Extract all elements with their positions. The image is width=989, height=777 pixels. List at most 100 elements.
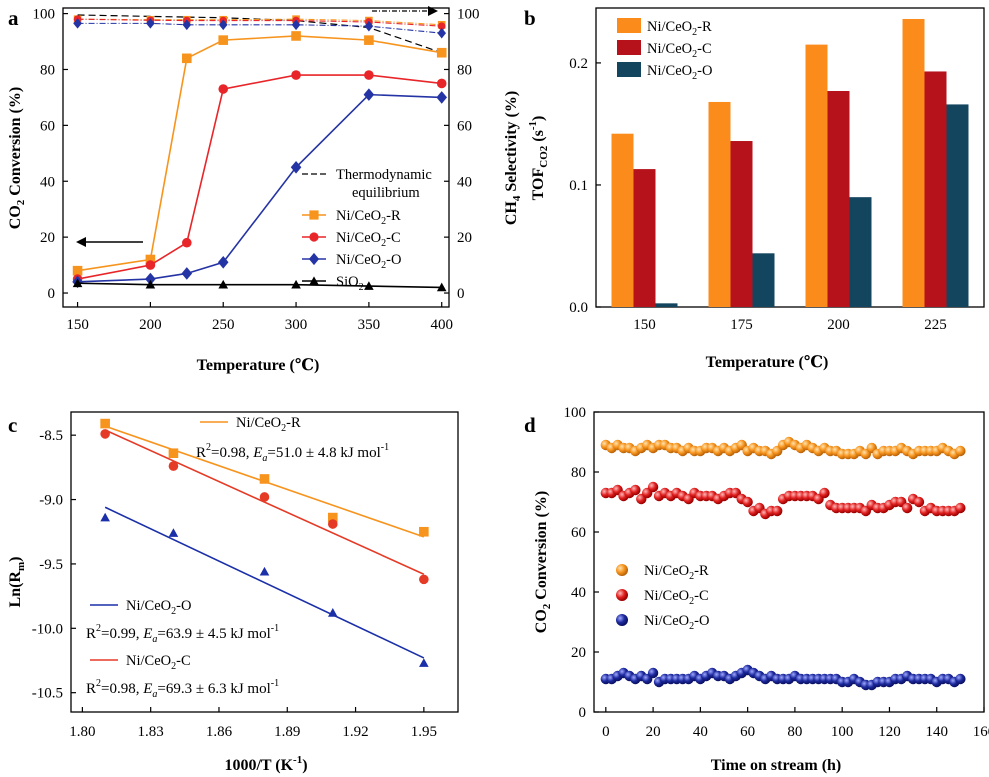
bar-barC [730, 141, 753, 307]
selectivity-point-O [182, 19, 192, 31]
legend-marker-C [309, 232, 319, 242]
panel-d-x-axis-label: Time on stream (h) [711, 757, 842, 774]
panel-a-x-tick-label: 250 [212, 317, 235, 333]
panel-c: c 1.80 1.83 1.86 1.89 1.92 1.95 -8.5 -9.0 -9.5 -1… [7, 411, 459, 774]
legend-marker-O [308, 252, 320, 266]
panel-c-y-tick-label: -9.0 [39, 493, 63, 509]
conversion-point-SiO2 [72, 278, 83, 288]
legend-label-dO: Ni/CeO2-O [644, 613, 709, 632]
bar-barR [902, 18, 925, 307]
panel-b-x-tick-label: 150 [633, 317, 656, 333]
panel-b-plot-area: 150 175 200 225 0.0 0.1 0.2 [569, 7, 985, 333]
stream-point-dC [913, 496, 925, 508]
panel-d-x-tick-label: 20 [646, 724, 661, 740]
arrhenius-point-O [419, 658, 429, 667]
panel-c-y-tick-label: -10.5 [32, 686, 63, 702]
panel-d-x-tick-label: 40 [693, 724, 708, 740]
panel-b-x-tick-label: 200 [827, 317, 850, 333]
conversion-point-O [217, 255, 229, 269]
panel-a-x-axis-label: Temperature (℃) [197, 357, 320, 374]
arrhenius-point-R [419, 526, 429, 537]
selectivity-point-O [218, 19, 228, 31]
conversion-point-C [364, 70, 374, 80]
panel-d-frame [593, 411, 985, 713]
legend-label-R: Ni/CeO2-R [336, 208, 401, 227]
legend-equilibrium-label-2: equilibrium [352, 185, 420, 201]
conversion-point-O [181, 267, 193, 280]
arrhenius-point-O [327, 608, 338, 617]
stream-point-dC [819, 487, 830, 499]
stream-point-dO [647, 667, 659, 679]
panel-c-x-tick-label: 1.86 [206, 724, 233, 740]
panel-a-frame [62, 7, 450, 308]
conversion-point-R [145, 254, 156, 265]
selectivity-point-O [146, 18, 155, 29]
panel-c-x-tick-label: 1.89 [274, 724, 300, 740]
panel-a-y2-tick-label: 60 [457, 118, 472, 134]
conversion-point-SiO2 [436, 282, 447, 292]
selectivity-point-O [291, 19, 301, 31]
panel-d-y-tick-label: 80 [571, 465, 586, 481]
conversion-point-R [436, 47, 447, 58]
conversion-point-O [290, 160, 302, 174]
panel-d-legend: Ni/CeO2-R Ni/CeO2-C Ni/CeO2-O [616, 563, 709, 632]
stream-point-dC [742, 496, 753, 508]
legend-swatch-barO [617, 62, 641, 77]
legend-label-O: Ni/CeO2-O [336, 252, 401, 271]
fit-annotation-R: R2=0.98, Ea=51.0 ± 4.8 kJ mol-1 [196, 442, 389, 464]
bar-barO [946, 104, 969, 307]
panel-a-letter: a [8, 6, 19, 30]
legend-label-dC: Ni/CeO2-C [644, 588, 709, 607]
panel-c-y-tick-label: -9.5 [39, 557, 63, 573]
panel-b-letter: b [524, 6, 536, 30]
stream-point-dC [647, 481, 659, 493]
panel-a-x-tick-label: 150 [66, 317, 89, 333]
fit-line-O [104, 506, 425, 659]
panel-b-x-tick-label: 225 [924, 317, 947, 333]
selectivity-point-O [73, 18, 82, 29]
panel-c-frame [70, 411, 459, 713]
fit-annotation-C: R2=0.98, Ea=69.3 ± 6.3 kJ mol-1 [86, 678, 279, 700]
arrhenius-point-R [168, 448, 179, 459]
panel-c-letter: c [8, 413, 17, 437]
panel-b-frame [595, 7, 985, 308]
panel-d-x-tick-label: 80 [787, 724, 802, 740]
panel-d-y-tick-label: 60 [571, 525, 586, 541]
arrhenius-point-O [259, 566, 270, 576]
legend-swatch-barR [617, 18, 641, 33]
panel-c-legend: Ni/CeO2-R R2=0.98, Ea=51.0 ± 4.8 kJ mol-1… [86, 415, 389, 700]
bar-barR [611, 133, 634, 307]
legend-label-barC: Ni/CeO2-C [647, 41, 712, 60]
bar-barC [827, 90, 850, 307]
selectivity-point-O [364, 20, 374, 32]
panel-d-x-tick-label: 0 [602, 724, 610, 740]
bar-barC [924, 71, 947, 307]
legend-label-SiO2: SiO2 [336, 274, 364, 293]
panel-d-y-axis-label: CO2 Conversion (%) [533, 491, 553, 633]
arrhenius-point-O [168, 528, 179, 537]
panel-d-x-tick-label: 160 [973, 724, 989, 740]
panel-a-y-tick-label: 20 [40, 230, 55, 246]
panel-d-y-tick-label: 40 [571, 585, 586, 601]
selectivity-point-C [437, 22, 446, 30]
conversion-point-C [436, 78, 447, 89]
panel-a-y2-tick-label: 100 [457, 7, 480, 23]
stream-point-dC [901, 502, 913, 514]
panel-b-y-tick-label: 0.0 [569, 300, 588, 316]
conversion-point-C [145, 260, 156, 270]
conversion-point-SiO2 [364, 281, 374, 290]
panel-b-y-tick-label: 0.1 [569, 178, 588, 194]
panel-c-y-axis-label: Ln(Rm) [7, 557, 27, 608]
conversion-point-R [291, 31, 301, 41]
panel-c-x-axis-label: 1000/T (K-1) [224, 754, 307, 774]
panel-d-plot-area: 0 20 40 60 80 100 120 140 160 0 20 40 60 80 100 [564, 405, 989, 740]
panel-d-x-tick-label: 120 [878, 724, 901, 740]
stream-point-dC [771, 505, 783, 517]
fit-annotation-O: R2=0.99, Ea=63.9 ± 4.5 kJ mol-1 [86, 623, 279, 645]
panel-a-x-tick-label: 300 [285, 317, 308, 333]
conversion-point-C [182, 237, 192, 248]
